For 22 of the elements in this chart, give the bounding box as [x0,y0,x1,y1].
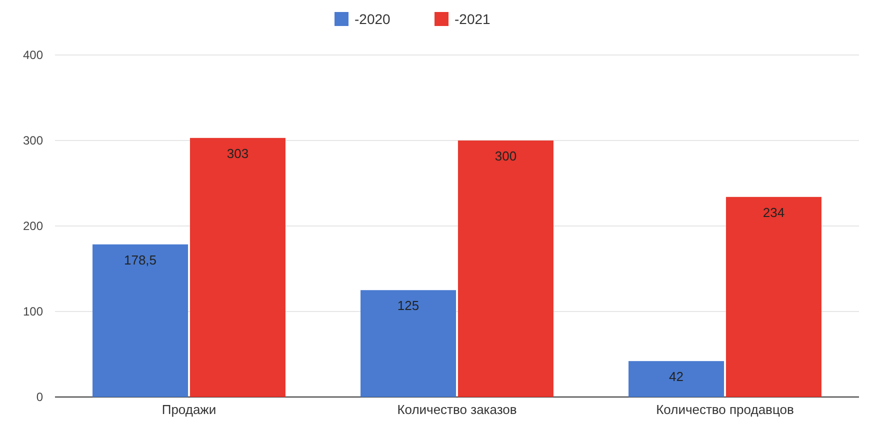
bar [360,290,456,397]
data-label: 42 [669,369,684,384]
data-label: 178,5 [124,252,157,268]
bar [190,138,286,397]
legend-label: -2021 [454,11,491,27]
y-tick-label: 100 [22,304,44,318]
data-label: 125 [397,298,420,314]
bar [92,244,188,397]
data-label: 234 [762,204,785,220]
x-tick-label: Продажи [162,402,216,417]
y-tick-label: 400 [22,48,44,62]
y-tick-label: 300 [22,134,44,148]
legend-label: -2020 [354,11,391,27]
x-tick-label: Количество заказов [397,402,517,417]
bar [458,140,554,397]
bar [726,196,822,397]
data-label: 300 [494,148,517,164]
data-label: 303 [226,146,249,161]
y-tick-label: 0 [36,390,44,404]
y-tick-label: 200 [22,219,44,233]
x-tick-label: Количество продавцов [656,402,794,417]
bar [628,361,724,397]
